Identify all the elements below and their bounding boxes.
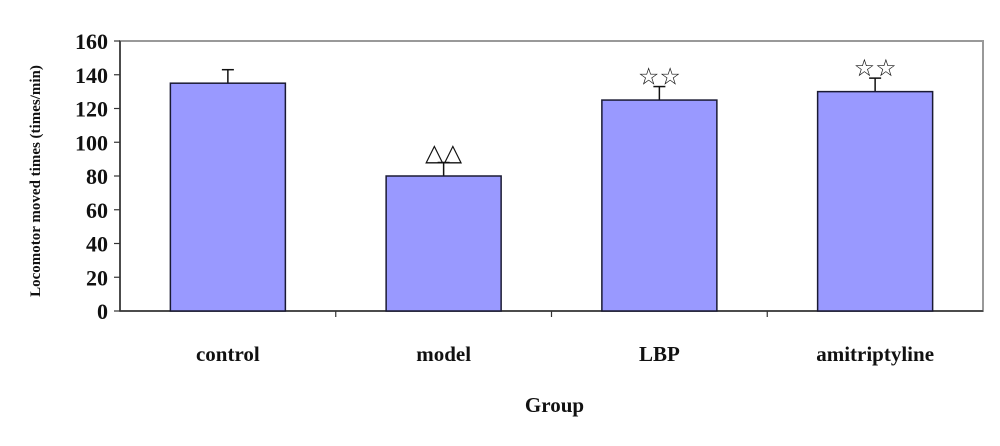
- bar-group-LBP: ☆☆: [601, 63, 718, 312]
- bar: [385, 175, 502, 312]
- y-tick-label: 100: [75, 130, 108, 155]
- x-tick-label: LBP: [639, 342, 680, 366]
- x-axis-title: Group: [525, 393, 584, 417]
- y-tick-label: 160: [75, 29, 108, 54]
- significance-marker: △△: [425, 139, 462, 167]
- x-tick-label: control: [196, 342, 260, 366]
- y-tick-label: 140: [75, 63, 108, 88]
- y-tick-label: 40: [86, 232, 108, 257]
- bar: [816, 90, 934, 312]
- bar: [169, 82, 287, 312]
- y-tick-label: 60: [86, 198, 108, 223]
- y-tick-label: 20: [86, 265, 108, 290]
- bar-group-model: △△: [385, 139, 502, 312]
- bar: [601, 99, 718, 312]
- y-tick-label: 120: [75, 97, 108, 122]
- significance-marker: ☆☆: [854, 54, 897, 82]
- x-tick-label: amitriptyline: [816, 342, 934, 366]
- x-tick-label: model: [416, 342, 471, 366]
- y-axis-title: Locomotor moved times (times/min): [28, 65, 44, 297]
- bar-group-control: [169, 68, 287, 312]
- significance-marker: ☆☆: [638, 63, 681, 91]
- bar-group-amitriptyline: ☆☆: [816, 54, 934, 312]
- y-tick-label: 0: [97, 299, 108, 324]
- y-tick-label: 80: [86, 164, 108, 189]
